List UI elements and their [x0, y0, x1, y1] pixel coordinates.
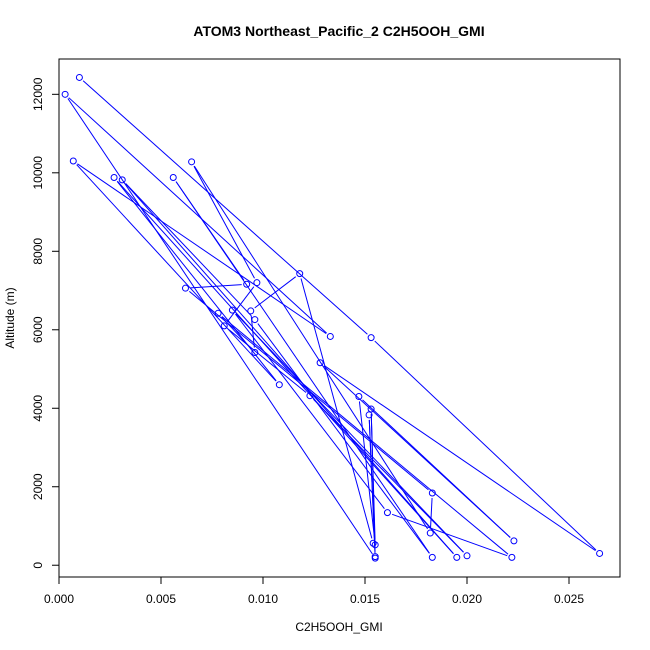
data-point	[228, 306, 236, 314]
data-point	[463, 552, 471, 560]
x-tick-label: 0.005	[146, 592, 176, 606]
series-segment	[193, 165, 428, 530]
x-tick-label: 0.015	[350, 592, 380, 606]
data-point	[251, 349, 259, 357]
data-point	[275, 381, 283, 389]
series-segment	[221, 316, 252, 350]
data-point	[326, 332, 334, 340]
data-point	[243, 280, 251, 288]
y-tick-label: 0	[31, 562, 45, 569]
series-segment	[235, 313, 385, 509]
y-tick-label: 2000	[31, 473, 45, 500]
series-segment	[300, 278, 373, 539]
series-segment	[391, 513, 508, 557]
y-tick-label: 8000	[31, 238, 45, 265]
x-axis: 0.000 0.005 0.010 0.015 0.020 0.025	[44, 576, 584, 606]
data-point	[169, 174, 177, 182]
series-segment	[68, 97, 327, 334]
x-tick-label: 0.020	[452, 592, 482, 606]
data-point	[61, 90, 69, 98]
series-segment	[323, 365, 596, 552]
data-point	[181, 284, 189, 292]
series-segment	[226, 286, 255, 323]
data-point	[596, 549, 604, 557]
x-tick-label: 0.000	[44, 592, 74, 606]
data-point	[428, 553, 436, 561]
data-point	[383, 509, 391, 517]
x-axis-label: C2H5OOH_GMI	[295, 620, 382, 634]
data-point	[428, 489, 436, 497]
y-tick-label: 4000	[31, 395, 45, 422]
data-point	[371, 554, 379, 562]
series-segment	[175, 181, 245, 281]
data-point	[365, 411, 373, 419]
series-segment	[76, 164, 277, 382]
y-tick-label: 12000	[31, 77, 45, 111]
series-segment	[125, 183, 252, 317]
data-point	[220, 322, 228, 330]
series-segment	[374, 340, 597, 551]
series-segment	[227, 328, 307, 393]
data-point	[296, 270, 304, 278]
data-point	[253, 279, 261, 287]
series-segment	[254, 276, 297, 309]
series-segment	[117, 180, 454, 555]
data-point	[453, 553, 461, 561]
x-tick-label: 0.010	[248, 592, 278, 606]
data-point	[306, 392, 314, 400]
data-point	[69, 157, 77, 165]
y-axis-label: Altitude (m)	[3, 287, 17, 348]
data-point	[251, 316, 259, 324]
data-point	[369, 539, 377, 547]
series-segment	[190, 284, 242, 289]
chart-title: ATOM3 Northeast_Pacific_2 C2H5OOH_GMI	[193, 23, 484, 39]
series-segment	[257, 323, 430, 554]
data-point	[371, 541, 379, 549]
y-tick-label: 10000	[31, 156, 45, 190]
series-segment	[67, 98, 373, 555]
data-point	[508, 553, 516, 561]
data-point	[316, 359, 324, 367]
series-segment	[235, 313, 464, 553]
series-segment	[77, 163, 327, 335]
series-segment	[430, 497, 433, 529]
data-point	[247, 307, 255, 315]
series-layer	[61, 73, 604, 562]
data-point	[367, 334, 375, 342]
series-segment	[193, 165, 255, 279]
data-point	[355, 392, 363, 400]
series-segment	[221, 316, 509, 555]
data-point	[214, 309, 222, 317]
data-point	[75, 73, 83, 81]
series-segment	[313, 398, 464, 553]
y-tick-label: 6000	[31, 316, 45, 343]
series-segment	[362, 399, 511, 538]
data-point	[367, 405, 375, 413]
data-point	[118, 176, 126, 184]
data-point	[510, 537, 518, 545]
x-tick-label: 0.025	[554, 592, 584, 606]
series-segment	[125, 183, 454, 554]
data-point	[188, 158, 196, 166]
y-axis: 0 2000 4000 6000 8000 10000 12000	[31, 77, 60, 569]
data-point	[426, 529, 434, 537]
data-point	[110, 174, 118, 182]
series-segment	[82, 80, 368, 335]
